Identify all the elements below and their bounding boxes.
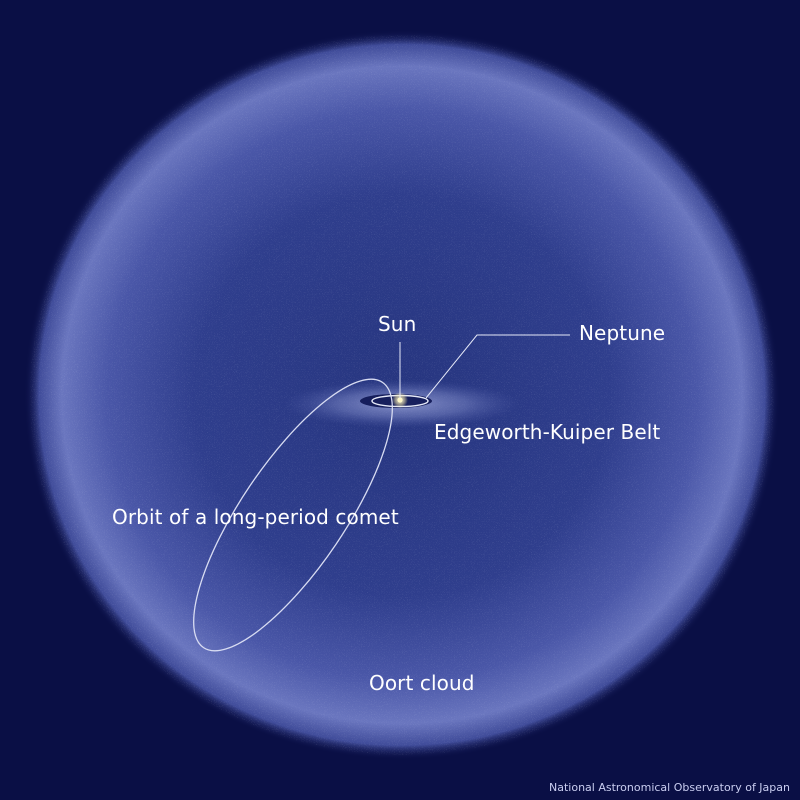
oort-cloud-label: Oort cloud xyxy=(369,671,475,695)
credit-text: National Astronomical Observatory of Jap… xyxy=(549,781,790,794)
sun-label: Sun xyxy=(378,312,417,336)
comet-orbit xyxy=(193,378,393,652)
comet-orbit-label: Orbit of a long-period comet xyxy=(112,505,399,529)
kuiper-belt-label: Edgeworth-Kuiper Belt xyxy=(434,420,661,444)
sun-icon xyxy=(397,397,403,403)
neptune-label: Neptune xyxy=(579,321,666,345)
neptune-leader-line xyxy=(425,334,570,399)
